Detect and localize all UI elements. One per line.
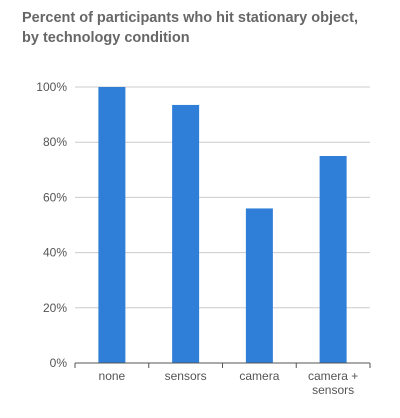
x-category-label: sensors [165, 369, 207, 383]
chart-title: Percent of participants who hit stationa… [22, 8, 392, 48]
y-tick-label: 60% [43, 190, 67, 204]
bar [172, 104, 200, 363]
chart-title-line-2: by technology condition [22, 30, 190, 46]
bar [245, 208, 273, 363]
y-tick-label: 40% [43, 246, 67, 260]
x-axis [74, 362, 371, 368]
y-tick-label: 20% [43, 301, 67, 315]
x-category-label: camera + sensors [308, 369, 358, 397]
y-axis-tick-labels: 0% 20% 40% 60% 80% 100% [36, 80, 67, 370]
bar [98, 87, 126, 363]
x-category-label: camera [239, 369, 279, 383]
y-tick-label: 100% [36, 80, 67, 94]
bar [319, 156, 347, 363]
x-category-label: none [99, 369, 126, 383]
y-tick-label: 80% [43, 135, 67, 149]
y-tick-label: 0% [50, 356, 68, 370]
bars [98, 87, 347, 363]
x-axis-category-labels: none sensors camera camera + sensors [99, 369, 359, 397]
chart-title-line-1: Percent of participants who hit stationa… [22, 10, 358, 26]
